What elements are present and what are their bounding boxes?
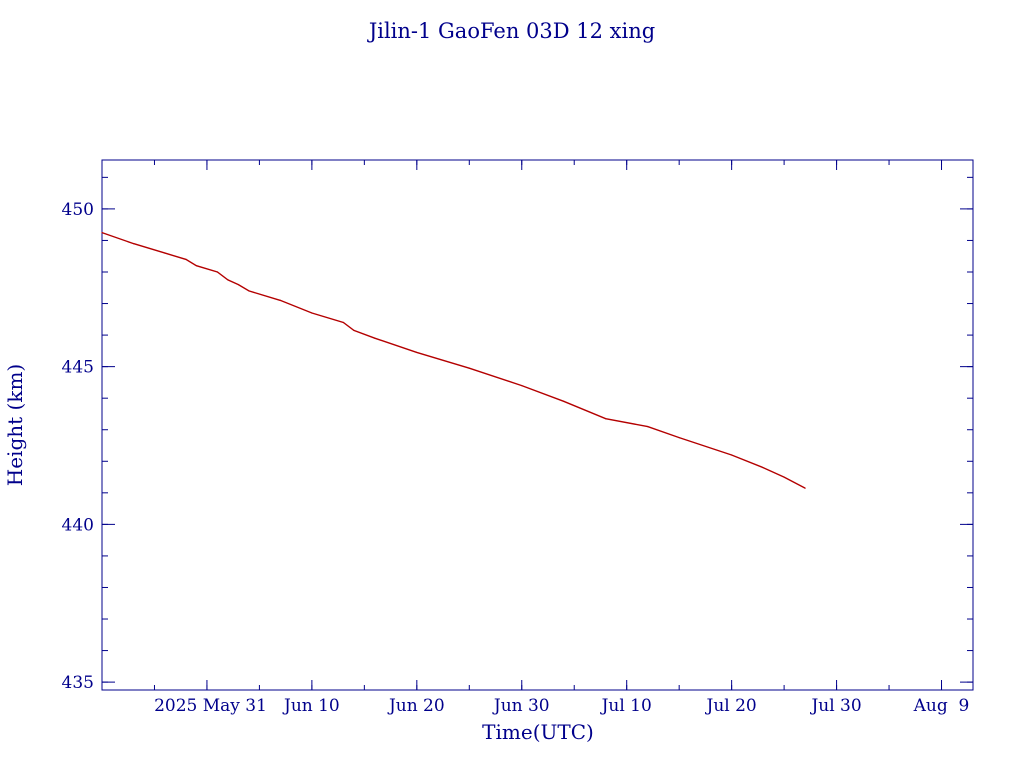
y-tick-label: 445 <box>62 358 94 378</box>
data-point <box>248 290 250 292</box>
data-point <box>678 437 680 439</box>
data-point <box>164 252 166 254</box>
data-point <box>185 258 187 260</box>
data-point <box>353 329 355 331</box>
x-axis-label: Time(UTC) <box>482 720 594 744</box>
x-tick-label: Aug 9 <box>913 696 970 716</box>
data-point <box>216 271 219 273</box>
data-point <box>279 299 281 301</box>
data-point <box>374 337 376 339</box>
data-point <box>132 243 135 245</box>
data-point <box>342 321 344 324</box>
data-point <box>563 400 565 402</box>
data-point <box>804 487 806 489</box>
x-tick-label: Jun 20 <box>387 696 445 716</box>
data-point <box>783 476 785 478</box>
data-point <box>195 265 198 267</box>
x-tick-label: Jun 30 <box>492 696 550 716</box>
data-point <box>605 418 607 420</box>
x-tick-label: Jul 30 <box>809 696 861 716</box>
x-tick-label: Jul 20 <box>705 696 757 716</box>
plot-frame <box>101 159 974 691</box>
x-tick-label: Jun 10 <box>282 696 340 716</box>
x-tick-label: 2025 May 31 <box>154 696 267 716</box>
data-point <box>521 384 523 387</box>
data-point <box>237 284 240 286</box>
data-point <box>416 351 418 354</box>
data-point <box>227 279 229 281</box>
data-point <box>311 312 313 314</box>
chart-title: Jilin-1 GaoFen 03D 12 xing <box>367 19 655 43</box>
x-tick-label: Jul 10 <box>600 696 652 716</box>
data-point <box>647 425 649 428</box>
y-tick-label: 450 <box>62 200 94 220</box>
data-point <box>468 367 470 369</box>
data-layer <box>101 231 806 489</box>
y-axis-label: Height (km) <box>3 364 27 486</box>
data-point <box>731 454 733 456</box>
y-tick-label: 435 <box>62 673 94 693</box>
data-point <box>762 466 764 469</box>
axes-layer: 2025 May 31 Jun 10 Jun 20 Jun 30 Jul 10 Jul 2… <box>62 159 974 716</box>
y-tick-label: 440 <box>62 515 94 535</box>
data-point <box>101 231 103 234</box>
